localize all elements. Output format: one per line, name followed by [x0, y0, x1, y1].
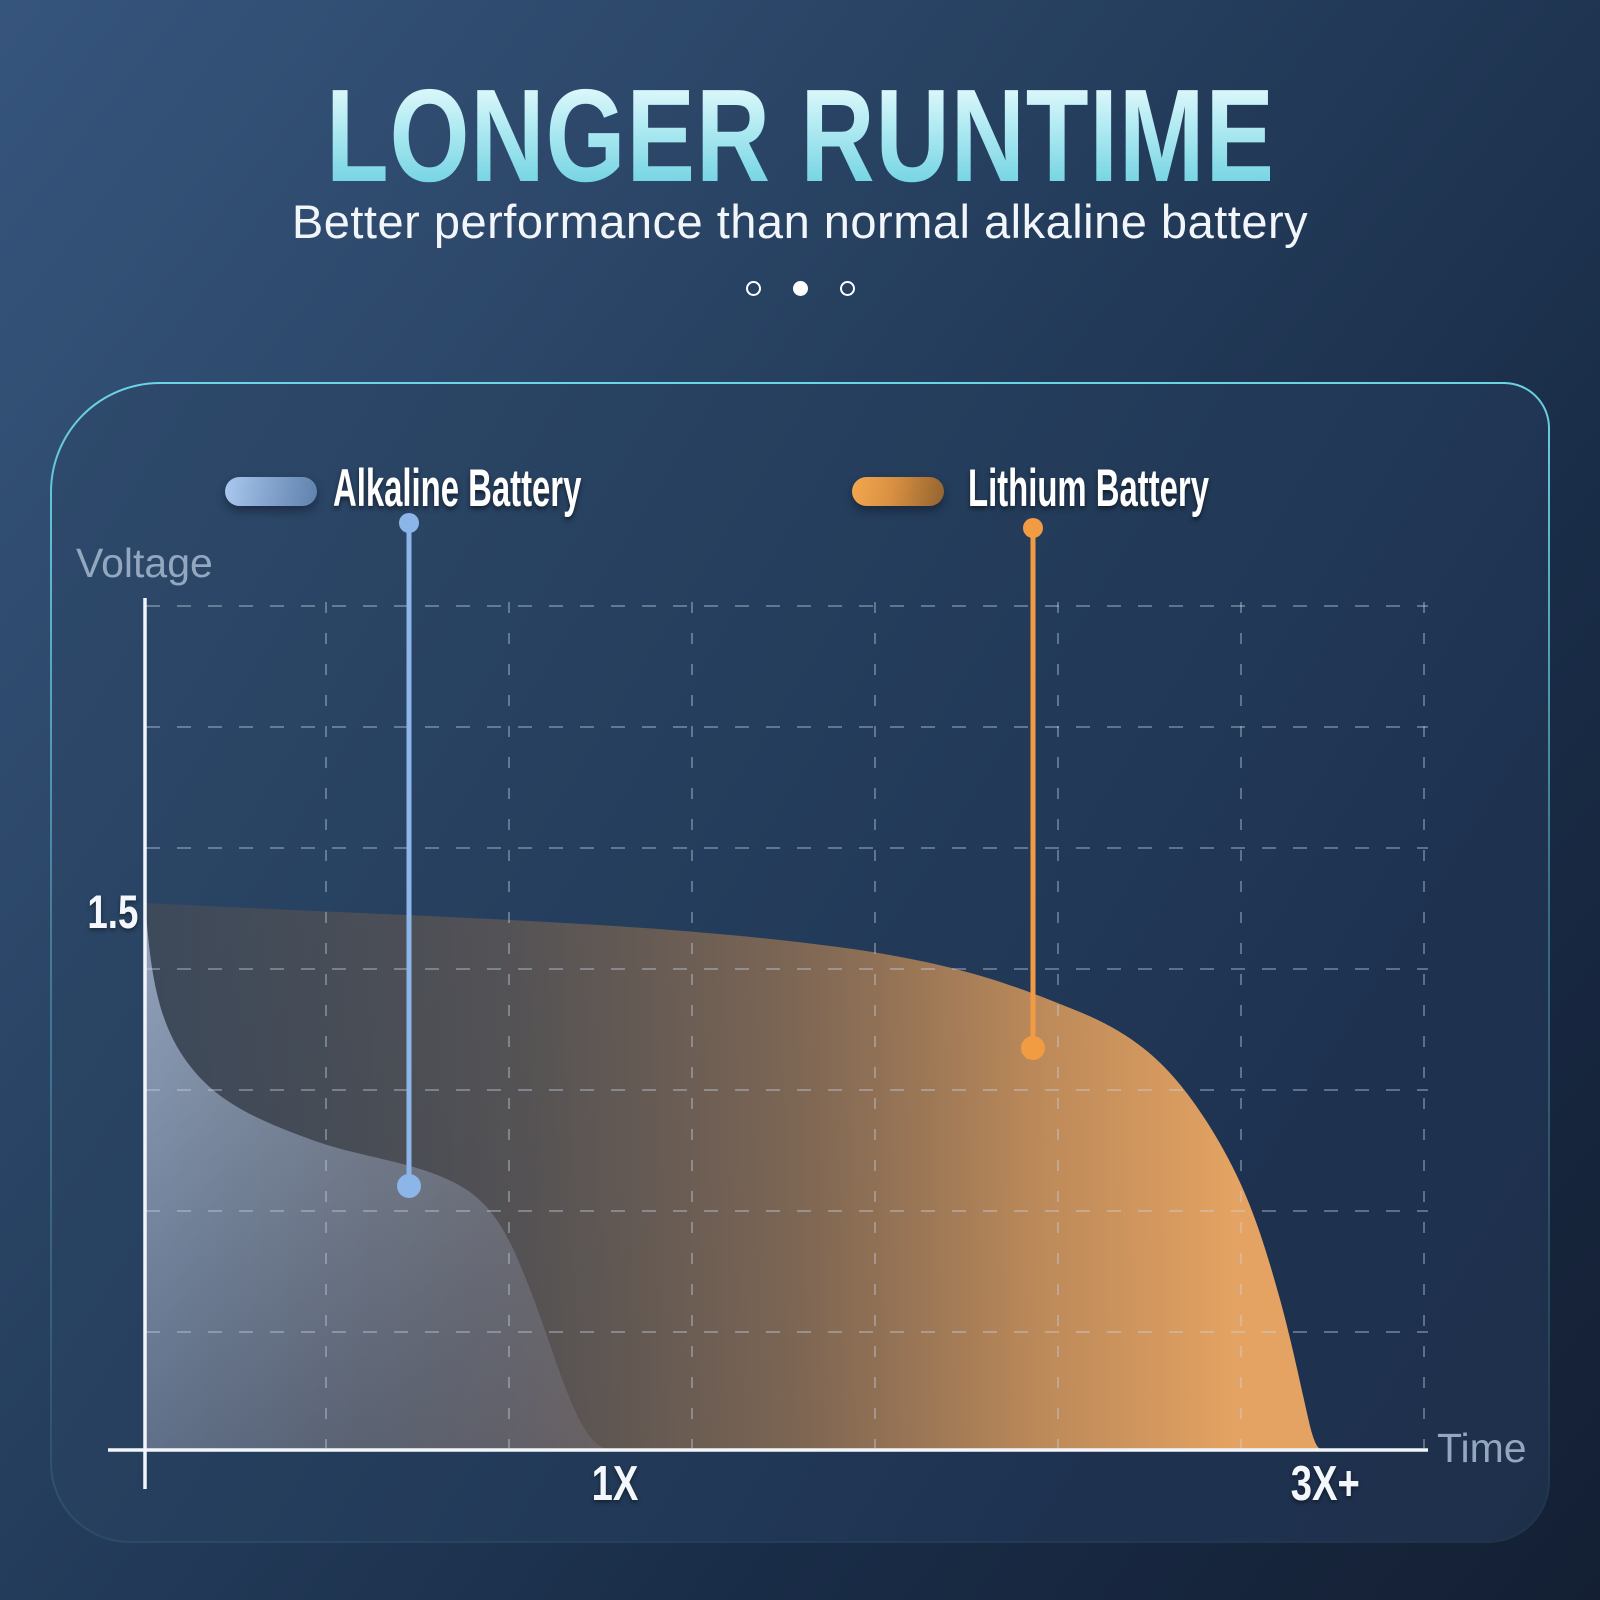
page-title: LONGER RUNTIME [325, 62, 1275, 209]
chart-panel-surface [52, 384, 1548, 1541]
subtitle-row: Better performance than normal alkaline … [0, 194, 1600, 250]
alkaline-legend-swatch [225, 477, 317, 506]
lithium-legend-swatch [852, 477, 944, 506]
lithium-legend-label: Lithium Battery [968, 459, 1209, 518]
x-tick-1x: 1X [591, 1457, 639, 1511]
x-tick-3x: 3X+ [1290, 1457, 1360, 1511]
header: LONGER RUNTIME [0, 70, 1600, 202]
y-tick-1-5: 1.5 [87, 885, 138, 938]
carousel-dot-2[interactable] [792, 281, 808, 296]
alkaline-legend-label: Alkaline Battery [333, 459, 582, 518]
y-axis-label: Voltage [76, 540, 213, 586]
page-subtitle: Better performance than normal alkaline … [291, 195, 1309, 248]
carousel-dot-3[interactable] [839, 281, 855, 296]
carousel [0, 281, 1600, 296]
chart-panel [50, 382, 1550, 1543]
carousel-dot-1[interactable] [745, 281, 761, 296]
x-axis-label: Time [1437, 1425, 1527, 1471]
